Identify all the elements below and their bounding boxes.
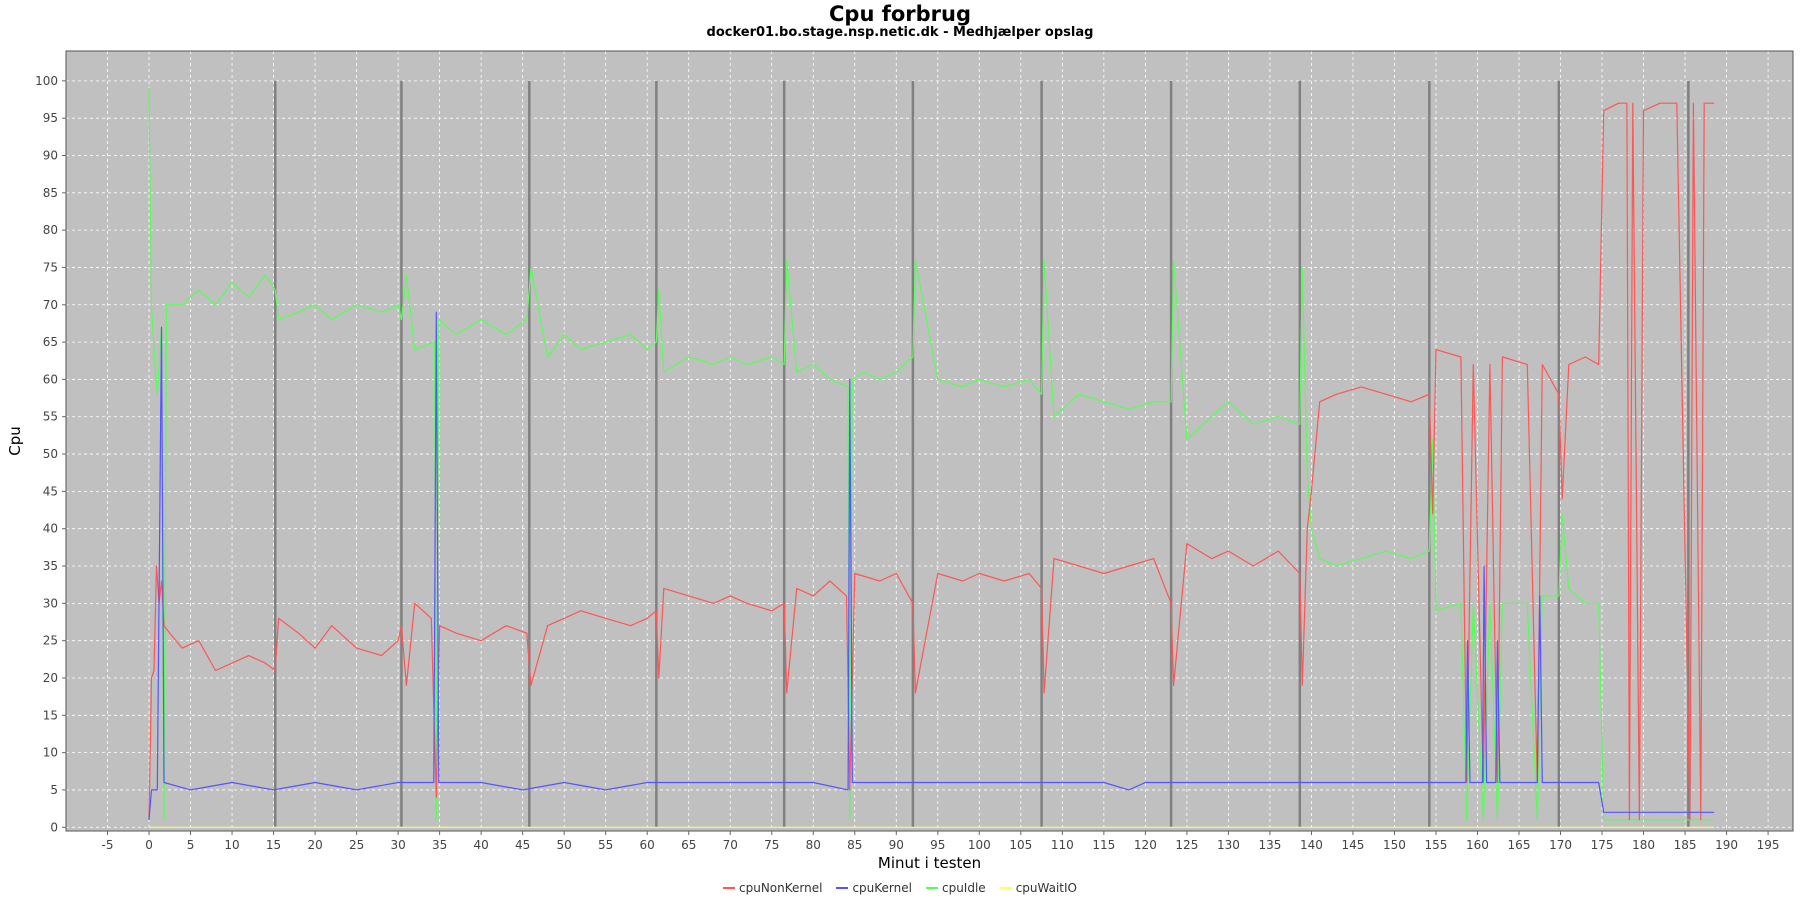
legend-swatch: [999, 887, 1012, 889]
x-tick-label: 45: [515, 838, 530, 852]
x-tick-label: 15: [266, 838, 281, 852]
x-tick-label: 110: [1051, 838, 1074, 852]
legend-item-cpuWaitIO: cpuWaitIO: [999, 881, 1077, 895]
y-tick-label: 50: [43, 447, 58, 461]
x-tick-label: 85: [847, 838, 862, 852]
legend-item-cpuNonKernel: cpuNonKernel: [723, 881, 822, 895]
x-tick-label: 10: [224, 838, 239, 852]
x-tick-label: 60: [640, 838, 655, 852]
x-tick-label: 5: [187, 838, 195, 852]
x-tick-label: 25: [349, 838, 364, 852]
y-tick-label: 100: [35, 74, 58, 88]
x-tick-label: 35: [432, 838, 447, 852]
x-tick-label: 170: [1549, 838, 1572, 852]
x-tick-label: 125: [1175, 838, 1198, 852]
y-tick-label: 20: [43, 671, 58, 685]
x-tick-label: 115: [1092, 838, 1115, 852]
y-tick-label: 35: [43, 559, 58, 573]
x-tick-label: 195: [1757, 838, 1780, 852]
x-tick-label: 135: [1258, 838, 1281, 852]
x-tick-label: 185: [1674, 838, 1697, 852]
y-tick-label: 10: [43, 746, 58, 760]
x-tick-label: 0: [145, 838, 153, 852]
legend-label: cpuIdle: [941, 881, 986, 895]
legend-label: cpuKernel: [852, 881, 912, 895]
y-tick-label: 90: [43, 148, 58, 162]
y-tick-label: 65: [43, 335, 58, 349]
chart-subtitle: docker01.bo.stage.nsp.netic.dk - Medhjæl…: [706, 25, 1094, 40]
legend-item-cpuIdle: cpuIdle: [925, 881, 986, 895]
x-tick-label: 100: [968, 838, 991, 852]
x-tick-label: 70: [723, 838, 738, 852]
y-tick-label: 85: [43, 186, 58, 200]
y-tick-label: 40: [43, 522, 58, 536]
y-tick-label: 5: [50, 783, 58, 797]
grid-lines: [66, 51, 1793, 831]
y-tick-label: 25: [43, 634, 58, 648]
plot-border: [65, 50, 1794, 832]
y-tick-label: 95: [43, 111, 58, 125]
x-tick-label: 55: [598, 838, 613, 852]
x-tick-label: 20: [307, 838, 322, 852]
y-tick-label: 45: [43, 484, 58, 498]
x-tick-label: 150: [1383, 838, 1406, 852]
y-tick-label: 75: [43, 260, 58, 274]
y-tick-label: 30: [43, 596, 58, 610]
x-tick-label: 180: [1632, 838, 1655, 852]
x-tick-label: 190: [1715, 838, 1738, 852]
y-tick-label: 55: [43, 410, 58, 424]
x-tick-label: 40: [474, 838, 489, 852]
x-tick-label: 80: [806, 838, 821, 852]
axes: 0510152025303540455055606570758085909510…: [35, 74, 1779, 852]
x-tick-label: 75: [764, 838, 779, 852]
y-tick-label: 15: [43, 708, 58, 722]
series-line-cpuKernel: [148, 311, 1715, 820]
y-axis-title: Cpu: [6, 426, 24, 456]
chart-title: Cpu forbrug: [829, 2, 971, 26]
x-tick-label: 160: [1466, 838, 1489, 852]
x-tick-label: 95: [930, 838, 945, 852]
y-tick-label: 70: [43, 298, 58, 312]
x-tick-label: 105: [1009, 838, 1032, 852]
x-tick-label: 50: [557, 838, 572, 852]
y-tick-label: 60: [43, 372, 58, 386]
y-tick-label: 0: [50, 820, 58, 834]
x-tick-label: 145: [1341, 838, 1364, 852]
x-tick-label: 65: [681, 838, 696, 852]
interval-markers: [273, 80, 1690, 828]
legend: cpuNonKernel cpuKernel cpuIdle cpuWaitIO: [0, 881, 1800, 895]
series-line-cpuIdle: [148, 88, 1715, 821]
x-tick-label: 140: [1300, 838, 1323, 852]
x-tick-label: 165: [1508, 838, 1531, 852]
x-tick-label: 90: [889, 838, 904, 852]
legend-item-cpuKernel: cpuKernel: [836, 881, 912, 895]
plot-background: [66, 51, 1793, 831]
legend-swatch: [836, 887, 849, 889]
legend-label: cpuNonKernel: [739, 881, 823, 895]
x-tick-label: 30: [390, 838, 405, 852]
y-tick-label: 80: [43, 223, 58, 237]
legend-swatch: [723, 887, 735, 889]
x-tick-label: 120: [1134, 838, 1157, 852]
x-tick-label: 175: [1591, 838, 1614, 852]
x-tick-label: 155: [1425, 838, 1448, 852]
x-tick-label: 130: [1217, 838, 1240, 852]
series-lines: [148, 88, 1715, 828]
legend-label: cpuWaitIO: [1015, 881, 1077, 895]
legend-swatch: [925, 887, 938, 889]
x-tick-label: -5: [102, 838, 114, 852]
x-axis-title: Minut i testen: [878, 854, 981, 872]
